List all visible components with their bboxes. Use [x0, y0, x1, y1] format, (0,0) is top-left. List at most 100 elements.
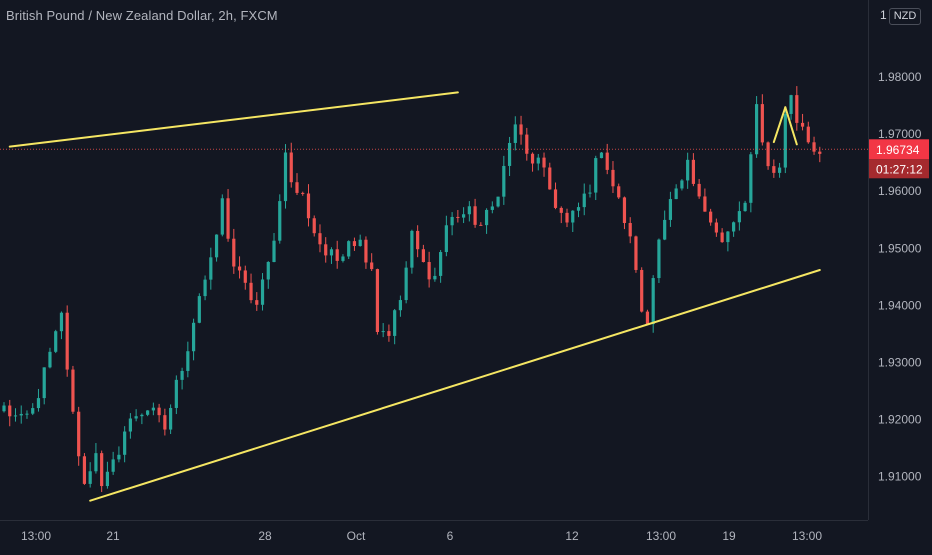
candle — [582, 183, 586, 216]
candle — [71, 365, 75, 414]
candle — [19, 405, 23, 424]
candle-body — [214, 234, 219, 258]
candle-body — [760, 104, 764, 143]
candle-body — [410, 230, 414, 268]
candle — [703, 188, 707, 212]
candle-body — [324, 244, 328, 256]
candle — [800, 113, 805, 131]
candle — [777, 162, 782, 178]
candle — [255, 292, 259, 311]
candle-body — [697, 183, 701, 197]
candle-body — [795, 95, 799, 123]
candle — [31, 403, 35, 416]
candle-body — [197, 296, 201, 323]
currency-prefix: 1 — [880, 8, 887, 22]
candle — [209, 247, 213, 290]
y-tick-label: 1.95000 — [878, 241, 922, 255]
candle-body — [484, 209, 489, 226]
candle-body — [306, 193, 311, 219]
candle-body — [117, 454, 121, 460]
candle — [450, 212, 454, 236]
candle — [594, 155, 598, 201]
candle — [214, 234, 219, 262]
candle — [393, 309, 397, 345]
candle-body — [54, 331, 58, 352]
candle-body — [209, 257, 213, 280]
candle-body — [278, 201, 282, 241]
currency-badge[interactable]: 1 NZD — [880, 8, 922, 25]
candle — [737, 201, 741, 231]
trendlines-layer — [0, 91, 868, 502]
candle-body — [31, 408, 35, 414]
candle — [772, 159, 776, 178]
candle-body — [169, 407, 173, 430]
candle — [146, 410, 150, 417]
x-tick-label: 28 — [258, 529, 272, 543]
candle-body — [519, 124, 523, 135]
y-tick-label: 1.92000 — [878, 413, 922, 427]
candle-body — [312, 218, 316, 234]
candle-body — [444, 225, 448, 253]
candle-body — [347, 241, 351, 257]
candle-body — [565, 212, 569, 223]
candle — [484, 208, 489, 234]
countdown-badge-value: 01:27:12 — [876, 162, 923, 176]
candle — [341, 254, 345, 263]
candle — [151, 402, 155, 416]
x-tick-label: 13:00 — [646, 529, 676, 543]
candle — [668, 191, 673, 227]
candle-body — [663, 219, 667, 240]
candle — [530, 152, 535, 172]
candle-body — [358, 239, 362, 247]
candle-body — [393, 310, 397, 336]
candle-body — [387, 331, 391, 336]
candle — [444, 215, 448, 257]
candle — [536, 153, 540, 171]
candle-body — [301, 192, 305, 194]
candle-body — [490, 206, 494, 210]
candle — [77, 406, 81, 466]
x-tick-label: 13:00 — [792, 529, 822, 543]
candle — [180, 367, 184, 390]
price-badge-bg — [869, 139, 929, 160]
candle-body — [553, 189, 558, 208]
candle-body — [105, 471, 110, 487]
y-tick-label: 1.93000 — [878, 356, 922, 370]
candle — [634, 235, 638, 273]
candle-body — [439, 252, 443, 276]
candle — [686, 152, 690, 189]
candle — [628, 217, 632, 244]
candle-body — [404, 267, 408, 301]
candle — [36, 388, 41, 412]
candle-body — [427, 262, 431, 280]
candle — [439, 250, 443, 283]
x-tick-label: 19 — [722, 529, 736, 543]
trendline — [772, 106, 787, 144]
candle — [749, 151, 753, 213]
candle — [674, 184, 678, 200]
candle — [663, 210, 667, 241]
candle — [398, 295, 403, 317]
candle — [404, 261, 408, 304]
candle-body — [542, 157, 546, 168]
candle-body — [226, 198, 230, 239]
candle — [416, 225, 420, 258]
candle-body — [42, 367, 46, 399]
candle — [513, 116, 517, 151]
candle — [220, 194, 224, 237]
candle — [697, 178, 701, 199]
candle — [548, 162, 552, 190]
candle — [169, 404, 173, 435]
candle-body — [266, 262, 270, 280]
candle — [617, 183, 621, 199]
y-tick-label: 1.94000 — [878, 298, 922, 312]
candle — [456, 210, 460, 223]
candle — [559, 206, 563, 224]
candle-body — [19, 413, 23, 416]
candle — [117, 446, 121, 463]
candle-body — [812, 142, 816, 152]
price-badge-value: 1.96734 — [876, 143, 920, 157]
candle-body — [65, 312, 69, 370]
